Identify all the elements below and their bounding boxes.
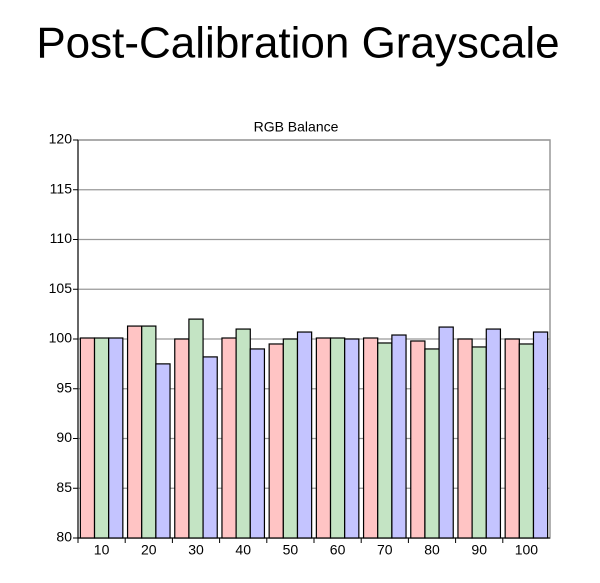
chart-title: Post-Calibration Grayscale: [36, 19, 559, 68]
x-tick-label: 40: [235, 542, 251, 558]
bar: [93, 337, 110, 539]
y-tick-label: 100: [49, 330, 73, 346]
bar: [410, 340, 426, 539]
y-tick-label: 105: [49, 280, 73, 296]
bar: [188, 318, 204, 539]
bar: [126, 325, 143, 539]
bar: [377, 342, 393, 539]
bar: [282, 338, 299, 539]
x-tick-label: 50: [283, 542, 299, 558]
x-tick-label: 80: [424, 542, 440, 558]
chart-subtitle: RGB Balance: [254, 119, 339, 135]
bar: [362, 337, 379, 539]
bar: [471, 346, 487, 539]
x-tick-label: 90: [471, 542, 487, 558]
y-tick-label: 85: [56, 479, 72, 495]
y-tick-label: 80: [56, 529, 72, 545]
bar: [249, 348, 266, 539]
bar: [202, 356, 218, 539]
bar: [457, 338, 473, 539]
bar: [296, 331, 313, 539]
x-tick-label: 30: [188, 542, 204, 558]
bar: [174, 338, 190, 539]
bar: [221, 337, 237, 539]
bar: [268, 343, 284, 539]
x-tick-label: 20: [141, 542, 157, 558]
x-tick-label: 100: [515, 542, 539, 558]
x-tick-label: 10: [94, 542, 110, 558]
bar: [485, 328, 502, 539]
bar: [504, 338, 520, 539]
y-tick-label: 120: [49, 131, 73, 147]
bar: [79, 337, 96, 539]
bar: [438, 326, 454, 539]
bar: [141, 325, 157, 539]
bar: [315, 337, 332, 539]
x-tick-label: 60: [330, 542, 346, 558]
bar: [344, 338, 360, 539]
bar: [329, 337, 346, 539]
x-tick-label: 70: [377, 542, 393, 558]
bar: [532, 331, 549, 539]
bar: [424, 348, 440, 539]
bar: [518, 343, 535, 539]
bar: [235, 328, 251, 539]
y-tick-label: 95: [56, 379, 72, 395]
bar: [155, 363, 171, 539]
y-tick-label: 110: [50, 230, 73, 246]
bar: [391, 334, 407, 539]
y-tick-label: 115: [50, 180, 73, 196]
bar: [108, 337, 124, 539]
y-tick-label: 90: [56, 429, 72, 445]
